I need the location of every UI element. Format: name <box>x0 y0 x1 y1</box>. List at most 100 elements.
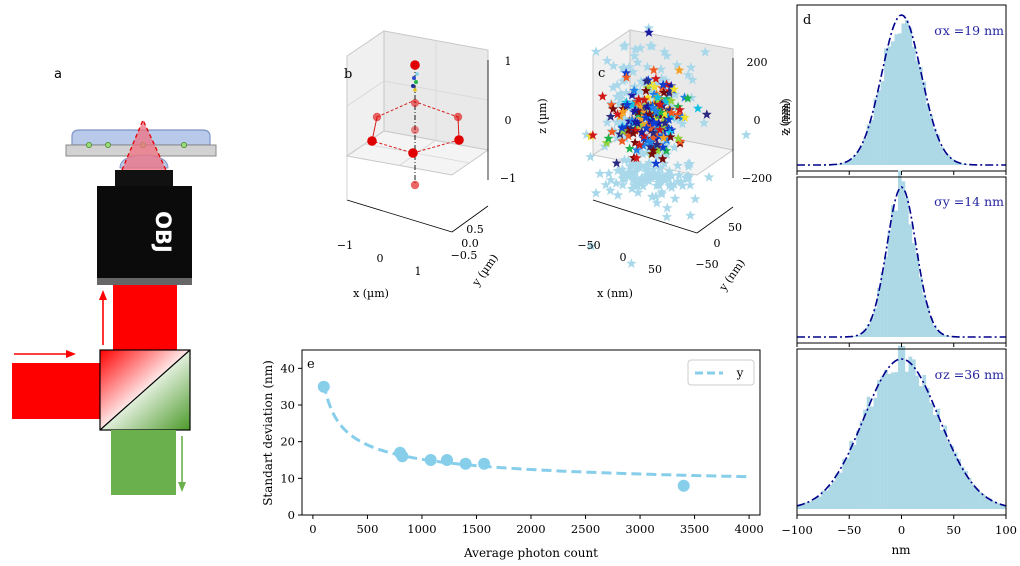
c-star <box>630 137 640 147</box>
objective-body <box>97 186 192 278</box>
c-star-projection <box>585 151 596 162</box>
dichroic-diagonal <box>99 349 191 431</box>
c-star <box>648 133 658 143</box>
c-star <box>645 141 656 151</box>
c-star <box>656 123 666 133</box>
c-star <box>658 87 669 97</box>
hist-bar <box>950 159 954 165</box>
c-star-projection <box>619 39 631 50</box>
c-star-projection <box>635 160 646 170</box>
c-star <box>627 115 637 125</box>
c-star <box>659 108 670 119</box>
c-star <box>636 127 647 137</box>
c-star <box>606 99 617 110</box>
e-x-label: Average photon count <box>463 546 598 560</box>
c-star <box>652 139 662 149</box>
b-y-tick: 0.0 <box>461 237 479 250</box>
c-y-label: y (nm) <box>716 257 748 295</box>
e-x-tick-label: 3500 <box>680 522 709 536</box>
objective-top <box>115 170 173 186</box>
c-star-projection <box>600 179 612 190</box>
b-star <box>413 88 417 92</box>
c-star <box>645 114 656 124</box>
e-x-ticks: 0 500 1000 1500 2000 2500 3000 3500 4000 <box>309 515 764 536</box>
hist-bar <box>943 425 947 509</box>
hist-z-bars <box>797 345 1007 509</box>
e-x-tick-label: 2000 <box>516 522 545 536</box>
c-star-projection <box>698 117 710 128</box>
c-star-projection <box>650 191 662 201</box>
c-star-projection <box>665 179 676 189</box>
hist-bar <box>929 403 934 509</box>
c-star-projection <box>643 175 655 186</box>
c-star <box>638 140 649 150</box>
hist-bar <box>894 210 899 337</box>
c-star <box>607 126 617 137</box>
c-star <box>624 143 635 153</box>
e-data-point <box>317 380 330 393</box>
c-star <box>627 90 637 100</box>
c-star <box>661 121 672 132</box>
c-star-projection <box>614 98 625 109</box>
b-point <box>367 136 377 146</box>
hist-bar <box>953 161 958 165</box>
e-y-tick-label: 30 <box>280 398 295 412</box>
hist-bar <box>936 134 940 165</box>
hist-bar <box>852 336 857 337</box>
c-star <box>679 112 690 122</box>
hist-z-x-ticks: −100 −50 0 50 100 <box>781 515 1017 537</box>
c-star-projection <box>660 74 671 85</box>
hist-bar <box>912 46 916 166</box>
c-y-axis <box>696 206 734 234</box>
hist-bar <box>1002 505 1007 509</box>
panel-e-scatter: e 0 10 20 30 40 0 500 1000 1500 2000 2500 3000 3500… <box>261 349 764 560</box>
red-beam-input <box>12 363 100 419</box>
hist-bar <box>936 408 940 509</box>
c-star-projection <box>602 117 613 127</box>
hist-bar <box>884 256 888 337</box>
c-star <box>665 127 675 137</box>
c-star <box>641 76 652 86</box>
b-x-tick: 0 <box>377 252 384 265</box>
c-star-projection <box>655 162 666 173</box>
hist-bar <box>814 497 819 509</box>
b-point-bottom <box>410 180 420 190</box>
hist-bar <box>880 81 885 165</box>
hist-z-tick-label: −100 <box>781 523 813 537</box>
c-y-tick: −50 <box>695 258 718 271</box>
hist-bar <box>974 488 979 509</box>
c-star-projection <box>654 172 666 183</box>
c-star-projection <box>627 66 639 77</box>
c-star <box>621 67 631 78</box>
c-star <box>654 124 665 134</box>
c-star-projection <box>603 168 614 178</box>
hist-bar <box>939 146 944 165</box>
hist-bar <box>835 164 839 165</box>
c-star-projection <box>682 173 693 184</box>
hist-bar <box>842 162 846 165</box>
hist-z-tick-label: 50 <box>946 523 961 537</box>
c-star <box>660 96 671 106</box>
b-point <box>408 148 418 158</box>
hist-bar <box>852 155 857 165</box>
c-star <box>641 123 652 133</box>
hist-z-gauss-fit <box>796 358 1007 507</box>
b-point <box>372 112 382 122</box>
hist-z-tick-label: 100 <box>995 523 1017 537</box>
e-y-label: Standart deviation (nm) <box>261 360 275 506</box>
hist-bar <box>999 504 1003 509</box>
c-star-projection <box>741 129 752 140</box>
c-star <box>617 135 628 146</box>
hist-bar <box>946 155 951 165</box>
c-star-projection <box>674 114 685 125</box>
e-x-tick-label: 3000 <box>625 522 654 536</box>
hist-bar <box>901 346 906 509</box>
hist-bar <box>925 104 930 165</box>
c-star-projection <box>685 62 697 73</box>
c-star-projection <box>661 148 673 159</box>
c-star-projection <box>630 177 641 188</box>
e-legend-label: y <box>736 366 744 380</box>
panel-label-e: e <box>307 357 315 372</box>
b-point <box>411 99 419 107</box>
